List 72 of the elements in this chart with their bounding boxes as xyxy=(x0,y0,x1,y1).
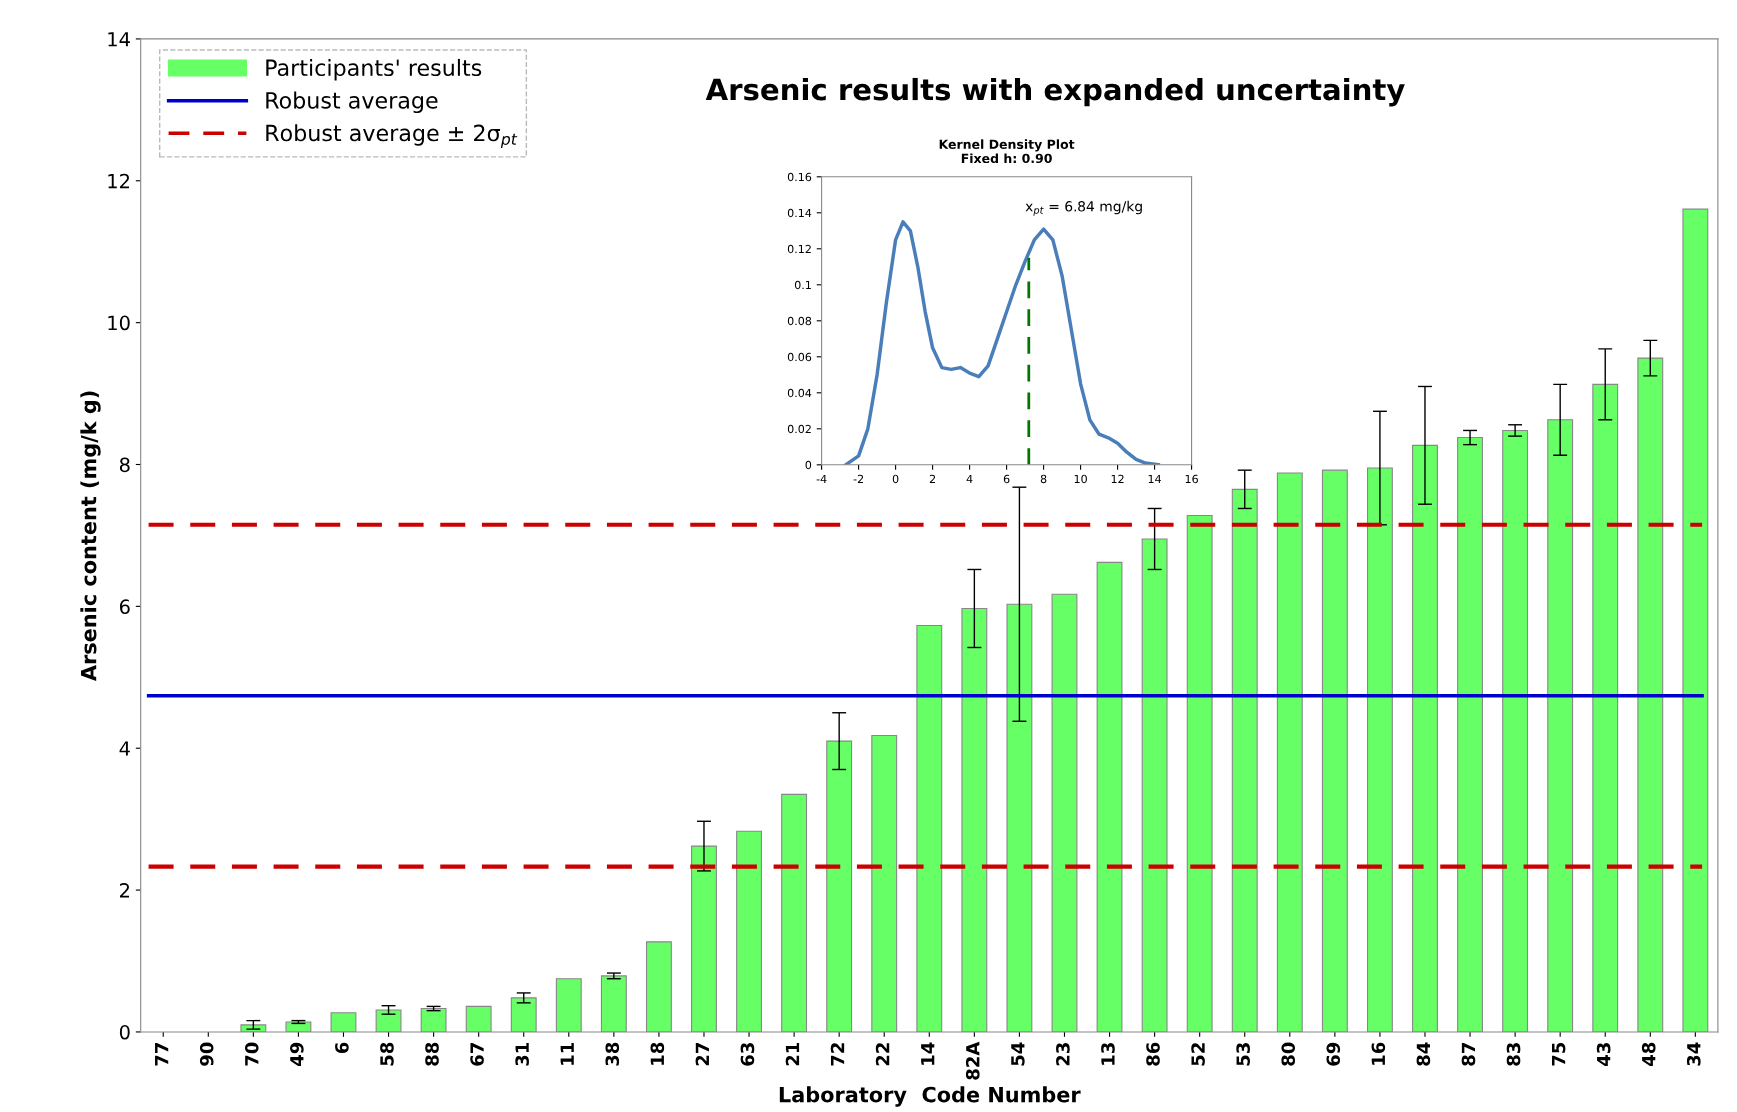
x-tick-label: 70 xyxy=(244,1042,259,1066)
x-tick-label: 6 xyxy=(1003,474,1010,484)
x-tick-label: 38 xyxy=(605,1042,620,1066)
x-tick-label: 2 xyxy=(929,474,936,483)
x-axis-title: Laboratory Code Number xyxy=(779,1086,1081,1107)
x-tick-label: 21 xyxy=(785,1042,800,1066)
x-tick-label: 88 xyxy=(425,1042,439,1066)
x-tick-label: 63 xyxy=(740,1043,755,1066)
x-tick-label: 14 xyxy=(921,1042,935,1065)
y-tick-label: 0.16 xyxy=(787,172,812,182)
annotation: x$_{pt}$ = 6.84 mg/kg xyxy=(1025,200,1142,216)
y-tick-label: 8 xyxy=(119,457,130,473)
x-tick-label: 31 xyxy=(515,1042,529,1066)
x-tick-label: 23 xyxy=(1056,1043,1070,1066)
y-tick-label: 0.1 xyxy=(794,280,811,290)
legend-label: Participants' results xyxy=(266,58,482,81)
legend-label: Robust average ± 2σ$_{pt}$ xyxy=(266,124,518,148)
x-tick-label: 69 xyxy=(1326,1042,1341,1066)
line-series xyxy=(843,220,1161,465)
y-tick-label: 14 xyxy=(108,32,130,47)
y-tick-label: 0 xyxy=(119,1024,130,1040)
x-tick-label: 86 xyxy=(1146,1042,1160,1066)
x-tick-label: 0 xyxy=(892,474,899,484)
y-tick-label: 6 xyxy=(119,599,130,615)
y-tick-label: 0.12 xyxy=(787,244,811,254)
x-tick-label: 54 xyxy=(1011,1042,1025,1066)
y-tick-label: 0.04 xyxy=(787,388,812,398)
x-tick-label: 14 xyxy=(1148,474,1162,483)
x-tick-label: 90 xyxy=(199,1042,214,1066)
y-tick-label: 12 xyxy=(108,173,130,189)
text: Arsenic results with expanded uncertainty xyxy=(705,77,1405,107)
x-tick-label: 12 xyxy=(1111,474,1124,483)
x-tick-label: 22 xyxy=(875,1043,890,1066)
x-tick-label: 8 xyxy=(1040,474,1047,484)
x-tick-label: 75 xyxy=(1551,1042,1566,1066)
x-tick-label: 49 xyxy=(290,1042,304,1066)
x-tick-label: 77 xyxy=(155,1043,169,1066)
x-tick-label: 16 xyxy=(1185,474,1198,484)
x-tick-label: 13 xyxy=(1101,1043,1115,1065)
y-tick-label: 0.14 xyxy=(787,208,812,218)
x-tick-label: 67 xyxy=(470,1043,484,1066)
chart-title: Kernel Density Plot Fixed h: 0.90 xyxy=(939,139,1075,164)
y-tick-label: 0.08 xyxy=(787,316,812,326)
x-tick-label: 43 xyxy=(1596,1043,1611,1066)
y-tick-label: 0.06 xyxy=(787,352,812,362)
y-tick-label: 4 xyxy=(119,741,130,756)
x-tick-label: 27 xyxy=(695,1043,709,1066)
x-tick-label: 48 xyxy=(1641,1042,1656,1066)
y-tick-label: 2 xyxy=(120,883,130,898)
y-axis-title: Arsenic content (mg/k g) xyxy=(80,391,101,682)
x-tick-label: 84 xyxy=(1416,1042,1431,1066)
x-tick-label: 6 xyxy=(335,1042,349,1054)
x-tick-label: 83 xyxy=(1506,1043,1521,1066)
y-tick-label: 0.02 xyxy=(787,424,811,434)
x-tick-label: 52 xyxy=(1191,1043,1205,1066)
x-tick-label: 34 xyxy=(1686,1042,1701,1066)
x-tick-label: 58 xyxy=(380,1042,394,1066)
x-tick-label: 4 xyxy=(966,474,973,483)
x-tick-label: 80 xyxy=(1281,1042,1296,1066)
x-tick-label: 72 xyxy=(830,1043,845,1066)
y-tick-label: 0 xyxy=(805,460,812,470)
y-tick-label: 10 xyxy=(108,315,130,331)
x-tick-label: 18 xyxy=(650,1042,665,1065)
x-tick-label: 16 xyxy=(1371,1042,1386,1065)
x-tick-label: 82A xyxy=(965,1041,980,1080)
x-tick-label: -2 xyxy=(853,474,864,483)
x-tick-label: 10 xyxy=(1074,474,1087,484)
x-tick-label: 11 xyxy=(560,1042,574,1065)
legend-label: Robust average xyxy=(266,91,438,114)
x-tick-label: 53 xyxy=(1236,1043,1250,1066)
x-tick-label: 87 xyxy=(1461,1043,1476,1066)
x-tick-label: -4 xyxy=(816,474,827,483)
